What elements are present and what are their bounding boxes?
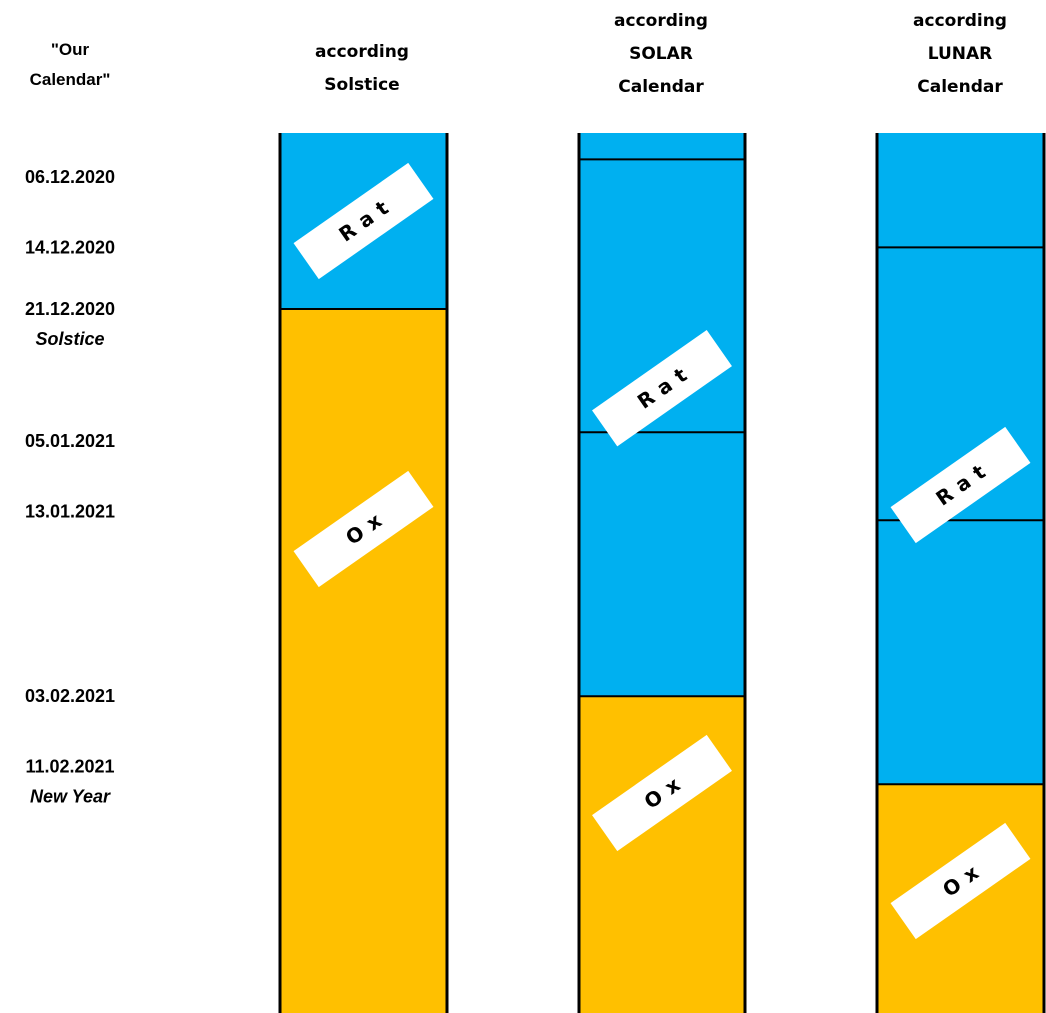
tag-background [293, 162, 434, 280]
date-label: 13.01.2021 [25, 501, 115, 521]
our-calendar-header-line-1: "Our [51, 40, 90, 59]
date-labels: 06.12.2020 14.12.2020 21.12.2020 Solstice 05… [25, 167, 115, 807]
solar-ox-segment [579, 696, 745, 1013]
lunar-header-line-2: LUNAR [928, 44, 993, 64]
date-note: New Year [30, 787, 111, 807]
solar-header-line-1: according [614, 11, 708, 31]
date-note: Solstice [35, 329, 104, 349]
solstice-ox-segment [280, 309, 447, 1013]
solstice-header-line-2: Solstice [324, 75, 399, 95]
tag-background [293, 470, 434, 588]
date-label: 11.02.2021 [25, 757, 114, 777]
solar-header-line-2: SOLAR [629, 44, 693, 64]
tag-background [890, 822, 1031, 940]
our-calendar-header-line-2: Calendar" [30, 70, 111, 89]
tag-background [592, 734, 732, 852]
solar-header-line-3: Calendar [618, 77, 704, 97]
lunar-header-line-3: Calendar [917, 77, 1003, 97]
tag-background [592, 330, 732, 447]
column-headers: "Our Calendar" according Solstice accord… [30, 11, 1007, 97]
date-label: 14.12.2020 [25, 237, 115, 257]
lunar-header-line-1: according [913, 11, 1007, 31]
date-label: 06.12.2020 [25, 167, 115, 187]
tag-background [890, 426, 1031, 544]
solstice-header-line-1: according [315, 42, 409, 62]
date-label: 03.02.2021 [25, 686, 115, 706]
date-label: 21.12.2020 [25, 299, 115, 319]
date-label: 05.01.2021 [25, 431, 115, 451]
